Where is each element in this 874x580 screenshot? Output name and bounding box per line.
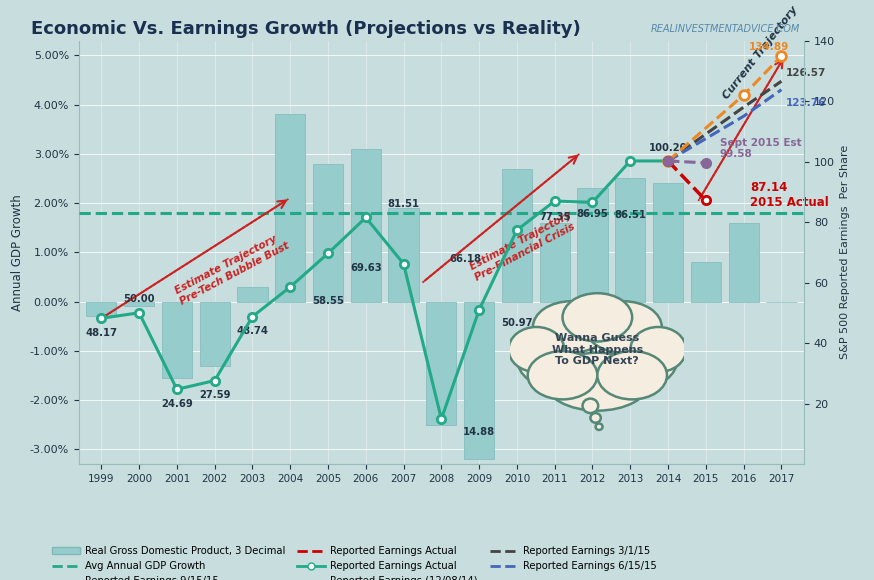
- Text: 58.55: 58.55: [312, 296, 344, 306]
- Bar: [313, 164, 343, 302]
- Bar: [578, 188, 607, 302]
- Text: Current Trajectory: Current Trajectory: [721, 5, 800, 101]
- Bar: [162, 302, 192, 378]
- Bar: [539, 223, 570, 302]
- Text: 77.35: 77.35: [539, 212, 571, 222]
- Bar: [388, 208, 419, 302]
- Text: 86.51: 86.51: [614, 211, 646, 220]
- Bar: [653, 183, 683, 302]
- Text: Estimate Trajectory
Pre-Tech Bubble Bust: Estimate Trajectory Pre-Tech Bubble Bust: [173, 230, 291, 307]
- Bar: [464, 302, 495, 459]
- Text: 69.63: 69.63: [350, 263, 382, 273]
- Text: 27.59: 27.59: [199, 390, 231, 400]
- Text: 123.76: 123.76: [786, 99, 826, 108]
- Text: 50.97: 50.97: [501, 318, 532, 328]
- Text: Sept 2015 Est
99.58: Sept 2015 Est 99.58: [719, 137, 801, 160]
- Text: 48.74: 48.74: [237, 326, 268, 336]
- Bar: [124, 302, 154, 306]
- Text: REALINVESTMENTADVICE.COM: REALINVESTMENTADVICE.COM: [651, 24, 801, 34]
- Bar: [427, 302, 456, 425]
- Bar: [238, 287, 267, 302]
- Y-axis label: S&P 500 Reported Earnings  Per Share: S&P 500 Reported Earnings Per Share: [841, 145, 850, 360]
- Text: 126.57: 126.57: [786, 68, 826, 78]
- Text: 134.89: 134.89: [749, 42, 789, 53]
- Bar: [199, 302, 230, 365]
- Text: 66.18: 66.18: [450, 254, 482, 264]
- Bar: [729, 223, 759, 302]
- Bar: [690, 262, 721, 302]
- Text: 86.95: 86.95: [577, 209, 608, 219]
- Text: 87.14
2015 Actual: 87.14 2015 Actual: [750, 181, 829, 209]
- Text: 24.69: 24.69: [161, 399, 193, 409]
- Bar: [350, 149, 381, 302]
- Text: 14.88: 14.88: [463, 427, 496, 437]
- Text: Estimate Trajectory
Pre-Financial Crisis: Estimate Trajectory Pre-Financial Crisis: [468, 210, 579, 282]
- Text: Economic Vs. Earnings Growth (Projections vs Reality): Economic Vs. Earnings Growth (Projection…: [31, 20, 581, 38]
- Legend: Real Gross Domestic Product, 3 Decimal, Avg Annual GDP Growth, Reported Earnings: Real Gross Domestic Product, 3 Decimal, …: [52, 546, 656, 580]
- Bar: [275, 114, 305, 302]
- Bar: [502, 169, 532, 302]
- Text: 50.00: 50.00: [123, 295, 155, 304]
- Text: 100.20: 100.20: [649, 143, 687, 153]
- Bar: [87, 302, 116, 316]
- Bar: [615, 179, 645, 302]
- Y-axis label: Annual GDP Growth: Annual GDP Growth: [11, 194, 24, 311]
- Text: 48.17: 48.17: [86, 328, 117, 338]
- Text: 81.51: 81.51: [387, 199, 420, 209]
